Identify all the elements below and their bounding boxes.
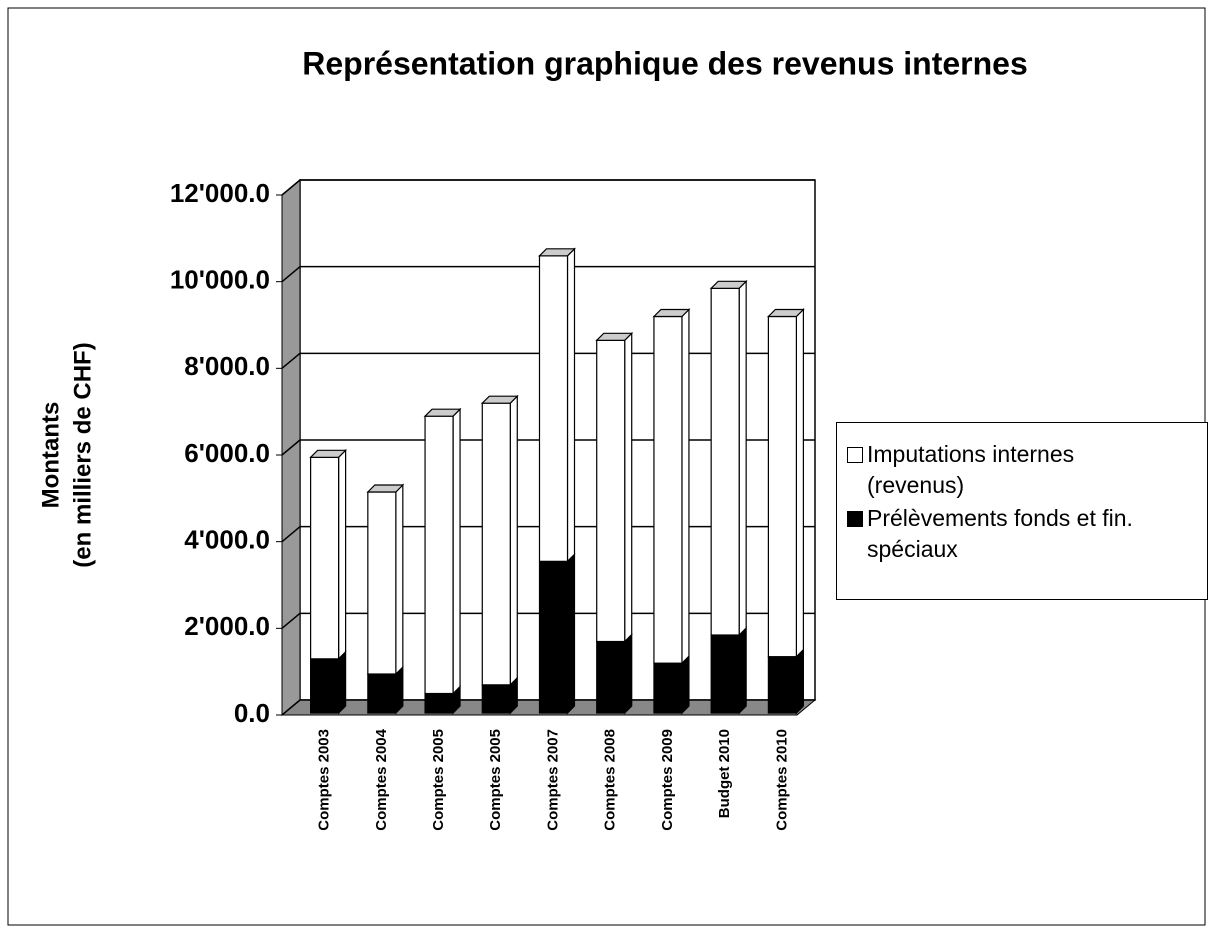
bar (424, 415, 454, 695)
bar (538, 255, 569, 562)
bar (710, 287, 740, 636)
y-tick-label: 6'000.0 (184, 438, 270, 468)
grid-line (281, 699, 301, 716)
bar (481, 402, 511, 686)
x-tick-label: Comptes 2005 (430, 729, 447, 831)
bar-side (795, 648, 804, 715)
bar (653, 662, 683, 714)
bar (710, 634, 740, 714)
bar-side (395, 665, 404, 715)
grid-line (281, 352, 301, 369)
bar-side (509, 394, 518, 687)
x-tick-label: Comptes 2003 (316, 729, 333, 831)
bar-side (566, 552, 576, 715)
x-tick-label: Comptes 2005 (487, 729, 504, 831)
legend-item: Prélèvements fonds et fin. spéciaux (847, 503, 1199, 565)
bar-top (538, 248, 576, 257)
x-tick-label: Comptes 2008 (602, 729, 619, 831)
bar (481, 684, 511, 714)
bar-top (709, 280, 748, 289)
bar-side (795, 308, 804, 659)
legend-swatch (847, 511, 863, 527)
bar (310, 658, 340, 714)
grid-line (281, 266, 301, 283)
y-tick-label: 4'000.0 (184, 525, 270, 555)
bar-side (395, 483, 404, 676)
x-tick-label: Comptes 2004 (373, 728, 390, 830)
y-axis-title: Montants (37, 402, 64, 509)
grid-line (281, 179, 301, 196)
bar-side (738, 279, 747, 637)
bar (767, 656, 797, 714)
bar (538, 560, 569, 714)
legend-swatch (847, 447, 863, 463)
bar-top (480, 395, 519, 404)
x-tick-label: Comptes 2009 (659, 729, 676, 831)
x-tick-label: Comptes 2010 (773, 729, 790, 831)
bar-side (681, 308, 690, 665)
y-tick-label: 12'000.0 (170, 178, 270, 208)
grid-line (281, 439, 301, 456)
bar-side (338, 650, 347, 715)
bar (367, 673, 397, 714)
y-tick-label: 8'000.0 (184, 351, 270, 381)
bar-side (452, 407, 461, 695)
legend: Imputations internes (revenus) Prélèvemen… (836, 422, 1208, 600)
bar (424, 692, 454, 714)
x-tick-label: Budget 2010 (716, 729, 733, 818)
legend-item: Imputations internes (revenus) (847, 439, 1199, 501)
bar-side (624, 633, 633, 715)
y-tick-label: 10'000.0 (170, 265, 270, 295)
x-tick-label: Comptes 2007 (544, 729, 561, 831)
bar-top (766, 308, 805, 318)
bar-top (595, 332, 634, 341)
bar-top (423, 408, 462, 417)
bar (596, 640, 626, 714)
bar-top (652, 308, 691, 318)
chart-title: Représentation graphique des revenus int… (302, 45, 1028, 81)
y-axis-title: (en milliers de CHF) (69, 342, 96, 567)
legend-label: Prélèvements fonds et fin. spéciaux (867, 505, 1133, 562)
bar (596, 339, 626, 643)
bar-side (624, 331, 633, 643)
bar-side (738, 626, 747, 715)
y-tick-label: 2'000.0 (184, 611, 270, 641)
bar (367, 491, 397, 675)
bar-side (338, 448, 347, 661)
bar (767, 315, 797, 658)
bar-top (309, 449, 348, 458)
bar (653, 315, 683, 664)
y-tick-label: 0.0 (234, 698, 270, 728)
legend-label: Imputations internes (revenus) (867, 441, 1075, 498)
grid-line (281, 612, 301, 629)
bar (310, 456, 340, 660)
bar-side (566, 247, 576, 563)
bar-top (366, 484, 405, 493)
bar-side (681, 654, 690, 715)
grid-line (281, 526, 301, 543)
